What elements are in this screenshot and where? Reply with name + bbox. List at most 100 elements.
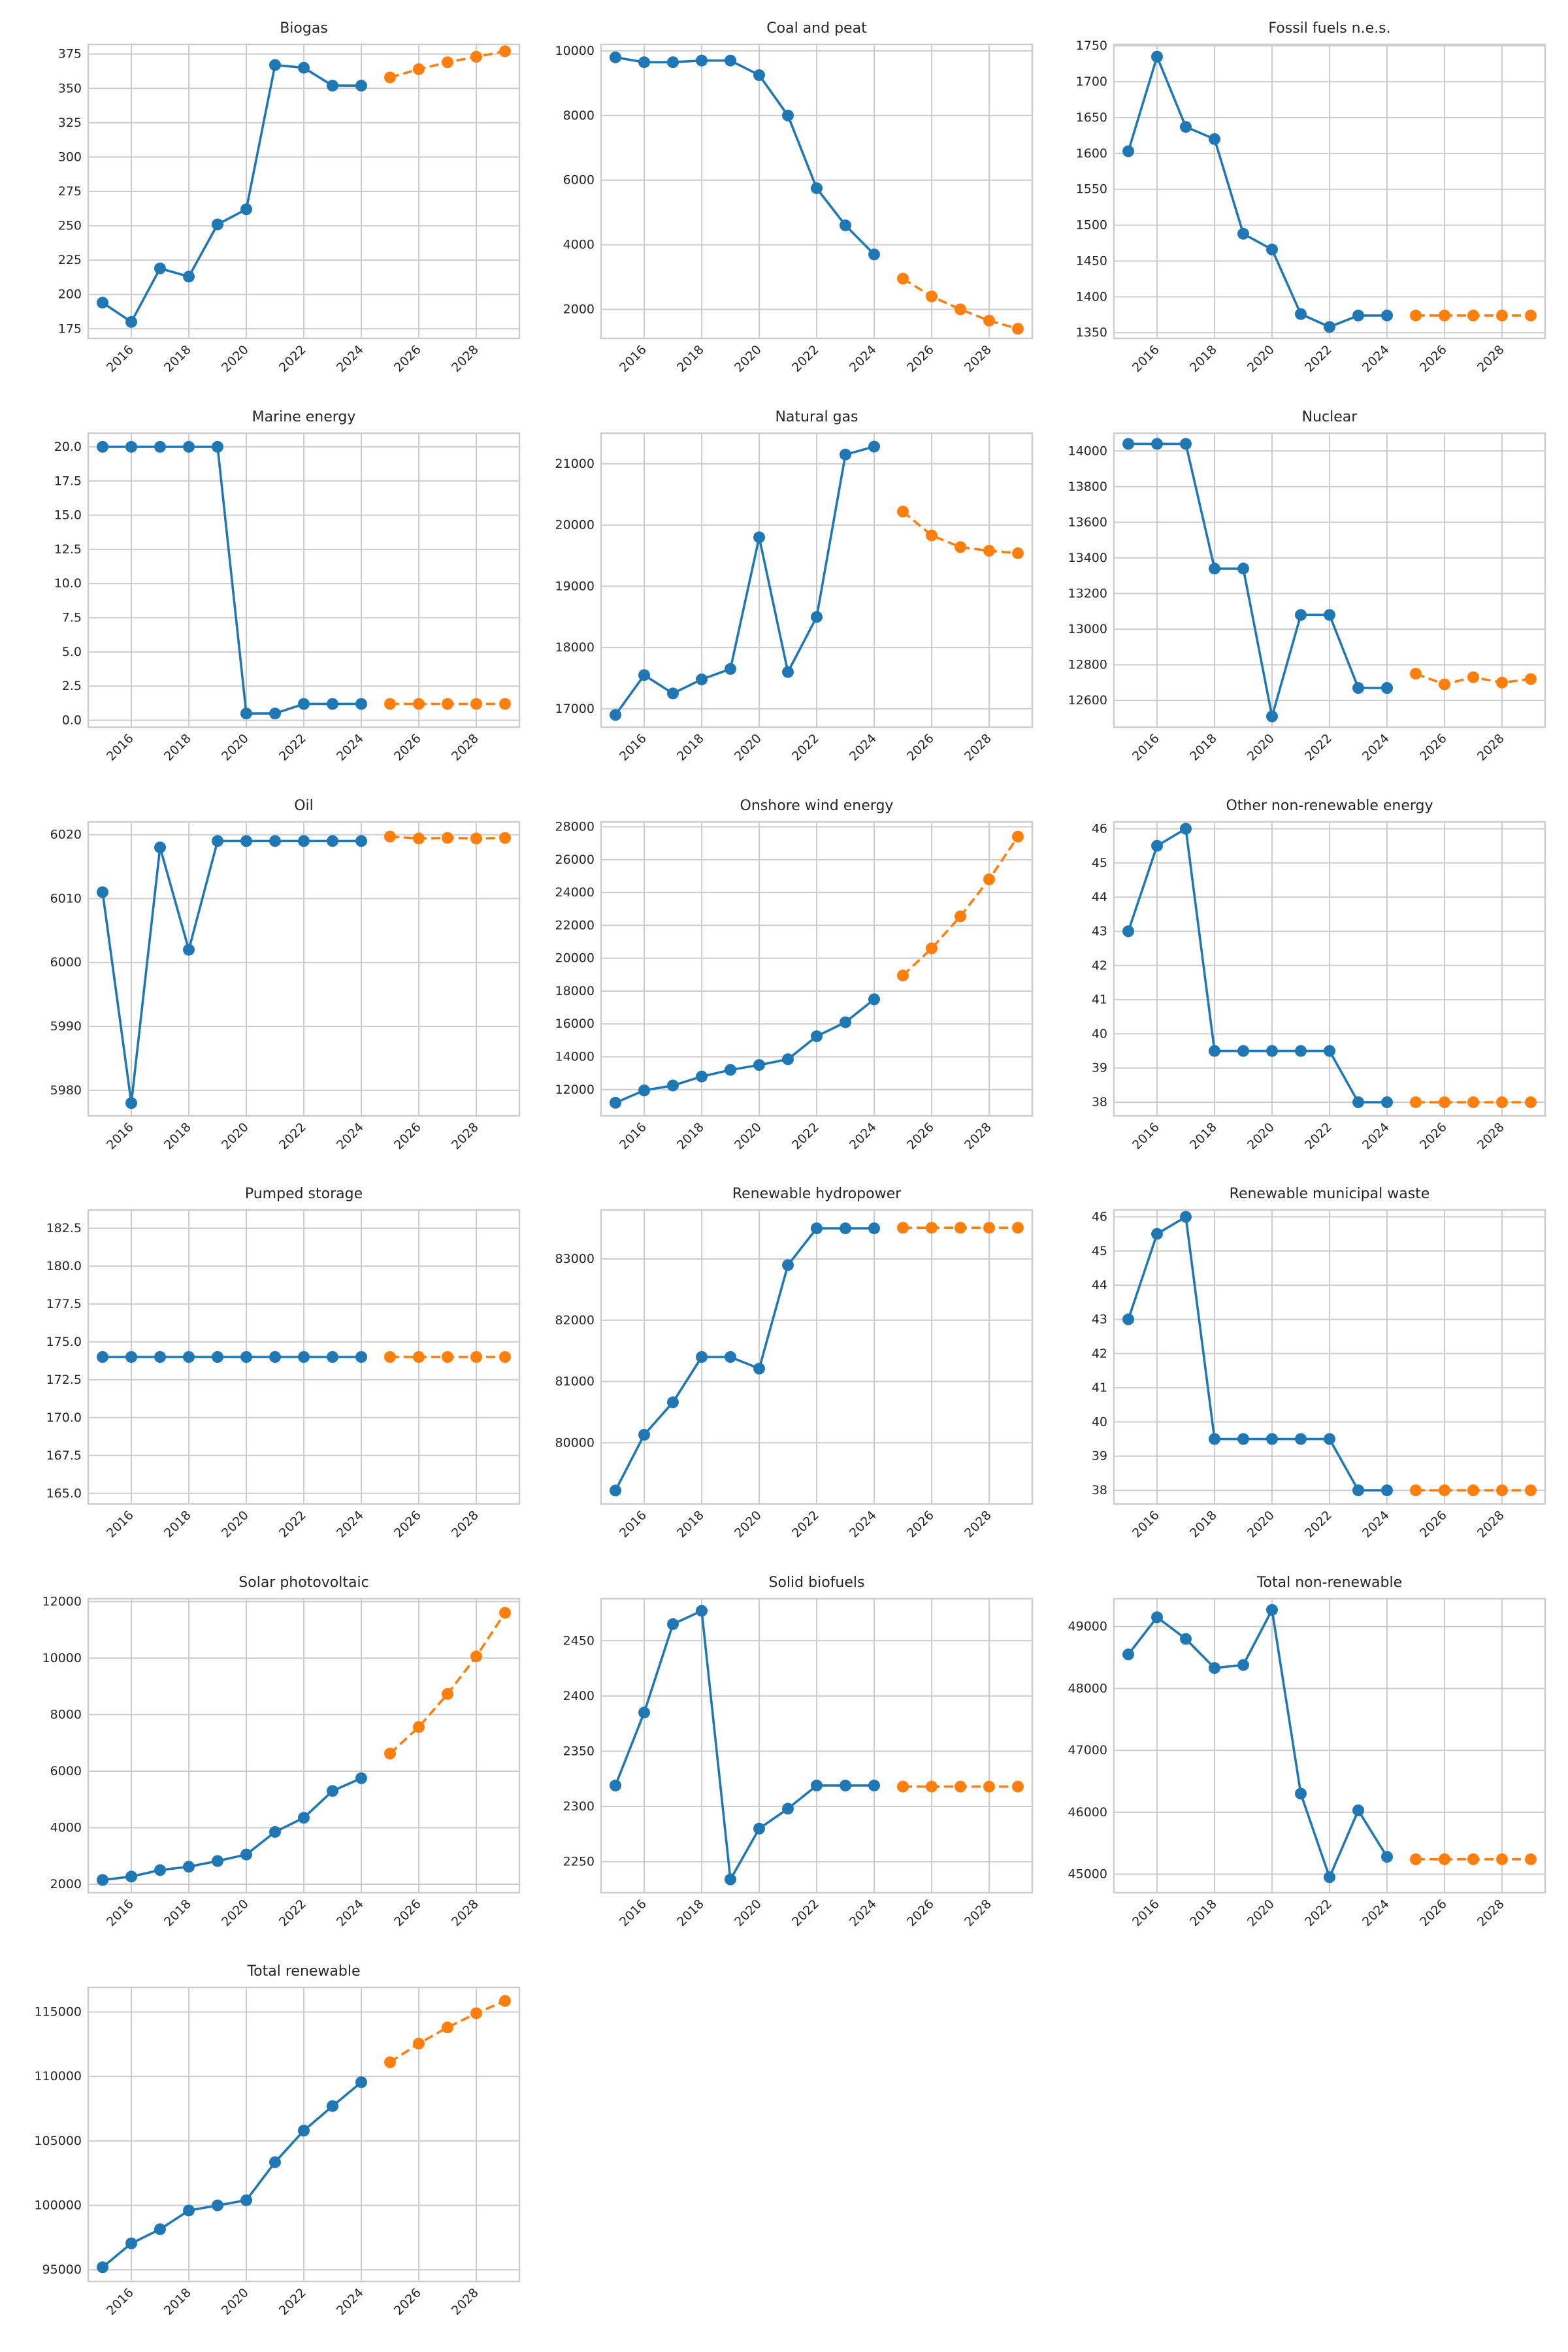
historical-data-point: [610, 1096, 621, 1109]
historical-data-point: [298, 1351, 310, 1363]
axes-frame: [600, 1209, 1034, 1505]
y-tick-label: 12000: [555, 1083, 595, 1097]
historical-data-point: [327, 80, 338, 92]
y-tick-label: 12.5: [54, 542, 82, 557]
forecast-data-point: [1496, 1096, 1508, 1109]
forecast-data-point: [384, 71, 396, 84]
subplot-onshore-wind-energy: 2016 2018 2020 2022 2024 2026 2028 12000 14000 16…: [555, 798, 1034, 1152]
x-tick-label: 2024: [334, 2285, 367, 2318]
x-tick-label: 2026: [904, 1897, 937, 1929]
y-tick-label: 100000: [34, 2198, 82, 2213]
x-tick-label: 2028: [962, 1120, 994, 1152]
x-tick-label: 2020: [1245, 1508, 1277, 1541]
x-tick-label: 2018: [674, 731, 707, 764]
historical-data-point: [638, 1085, 650, 1096]
forecast-data-point: [442, 832, 453, 844]
forecast-series-line: [902, 277, 1019, 330]
historical-data-point: [1209, 1433, 1220, 1445]
y-tick-label: 95000: [42, 2262, 82, 2277]
forecast-data-point: [1439, 1096, 1450, 1109]
y-tick-label: 17.5: [54, 474, 82, 488]
historical-data-point: [868, 248, 880, 261]
historical-data-point: [212, 440, 223, 453]
y-tick-label: 81000: [555, 1375, 595, 1389]
subplot-title: Fossil fuels n.e.s.: [1268, 20, 1390, 37]
historical-data-point: [696, 1605, 708, 1617]
forecast-data-point: [470, 698, 482, 710]
y-tick-label: 2250: [563, 1855, 595, 1869]
historical-data-point: [1151, 1611, 1163, 1624]
y-tick-label: 48000: [1068, 1681, 1107, 1695]
x-tick-label: 2024: [1360, 1120, 1392, 1152]
x-tick-label: 2022: [789, 1508, 822, 1541]
x-tick-label: 2020: [1245, 342, 1277, 375]
historical-data-point: [327, 2100, 338, 2112]
axes-frame: [87, 43, 521, 340]
x-tick-label: 2022: [1302, 731, 1335, 764]
forecast-data-point: [1410, 1853, 1422, 1865]
historical-data-point: [183, 440, 195, 453]
y-tick-label: 350: [58, 81, 82, 95]
historical-data-point: [1151, 840, 1163, 852]
historical-data-point: [1295, 1045, 1307, 1057]
y-tick-label: 39: [1092, 1449, 1107, 1463]
historical-data-point: [183, 1351, 195, 1363]
x-tick-label: 2026: [391, 731, 424, 764]
historical-data-point: [1180, 1633, 1192, 1645]
historical-data-point: [811, 182, 823, 195]
historical-data-point: [1151, 50, 1163, 63]
x-tick-label: 2020: [219, 1508, 252, 1541]
historical-data-point: [1324, 609, 1335, 621]
y-tick-label: 19000: [555, 579, 595, 593]
x-tick-label: 2020: [219, 342, 252, 375]
forecast-data-point: [499, 1351, 511, 1363]
y-tick-label: 4000: [563, 238, 595, 252]
y-tick-label: 38: [1092, 1095, 1107, 1109]
historical-series-line: [614, 445, 875, 716]
historical-data-point: [212, 1855, 223, 1867]
subplot-title: Pumped storage: [245, 1186, 363, 1202]
historical-data-point: [1122, 1313, 1134, 1326]
historical-data-point: [327, 698, 338, 710]
forecast-data-point: [926, 529, 938, 542]
y-tick-label: 41: [1092, 1380, 1107, 1395]
subplot-title: Natural gas: [775, 409, 858, 425]
forecast-data-point: [384, 698, 396, 710]
y-tick-label: 182.5: [46, 1221, 82, 1235]
historical-data-point: [1122, 1648, 1134, 1661]
y-tick-label: 1350: [1076, 325, 1107, 340]
forecast-data-point: [1410, 309, 1422, 321]
y-tick-label: 40: [1092, 1414, 1107, 1429]
y-tick-label: 15.0: [54, 508, 82, 523]
x-tick-label: 2022: [789, 1120, 822, 1152]
forecast-data-point: [926, 1222, 938, 1234]
forecast-data-point: [442, 56, 453, 69]
historical-data-point: [753, 1059, 765, 1071]
historical-data-point: [1381, 1484, 1393, 1497]
x-tick-label: 2018: [161, 1120, 194, 1152]
x-tick-label: 2024: [847, 1897, 879, 1929]
historical-data-point: [327, 835, 338, 847]
x-tick-label: 2024: [334, 342, 367, 375]
y-tick-label: 170.0: [46, 1411, 82, 1425]
forecast-data-point: [1439, 1853, 1450, 1865]
historical-data-point: [298, 835, 310, 847]
historical-data-point: [125, 2237, 137, 2249]
x-tick-label: 2024: [847, 342, 879, 375]
x-tick-label: 2028: [1475, 731, 1507, 764]
historical-data-point: [725, 662, 736, 675]
y-tick-label: 1550: [1076, 182, 1107, 197]
forecast-data-point: [926, 942, 938, 955]
y-tick-label: 39: [1092, 1061, 1107, 1075]
y-tick-label: 24000: [555, 885, 595, 900]
historical-data-point: [125, 1870, 137, 1883]
forecast-data-point: [1410, 1096, 1422, 1109]
historical-data-point: [868, 1222, 880, 1235]
y-tick-label: 42: [1092, 958, 1107, 973]
y-tick-label: 1650: [1076, 110, 1107, 125]
historical-data-point: [269, 1351, 281, 1363]
forecast-data-point: [499, 832, 511, 844]
x-tick-label: 2022: [276, 1897, 309, 1929]
x-tick-label: 2018: [674, 1897, 707, 1929]
historical-data-point: [1352, 309, 1364, 321]
